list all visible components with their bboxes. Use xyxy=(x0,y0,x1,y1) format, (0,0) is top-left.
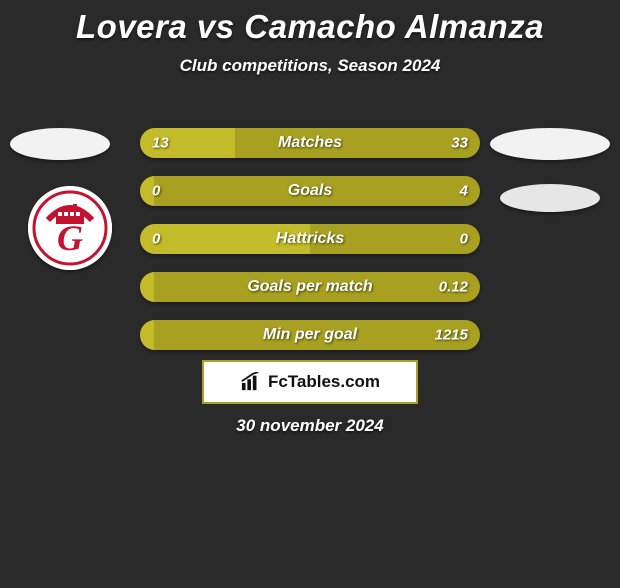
stat-value-left: 13 xyxy=(152,135,169,152)
page-title: Lovera vs Camacho Almanza xyxy=(0,8,620,46)
stat-value-left: 0 xyxy=(152,183,160,200)
date-text: 30 november 2024 xyxy=(236,416,383,436)
stat-value-right: 0 xyxy=(460,231,468,248)
right-player-ellipse-2 xyxy=(500,184,600,212)
subtitle: Club competitions, Season 2024 xyxy=(0,56,620,76)
club-crest-icon: G xyxy=(28,186,112,270)
stat-bar: Min per goal 1215 xyxy=(140,320,480,350)
stat-value-left: 0 xyxy=(152,231,160,248)
stat-bar: Goals per match 0.12 xyxy=(140,272,480,302)
svg-text:G: G xyxy=(57,218,83,258)
stat-value-right: 1215 xyxy=(435,327,468,344)
stat-value-right: 33 xyxy=(451,135,468,152)
stat-bar: 0 Goals 4 xyxy=(140,176,480,206)
right-player-ellipse-1 xyxy=(490,128,610,160)
stats-panel: 13 Matches 33 0 Goals 4 0 Hattricks 0 Goals per m… xyxy=(140,128,480,350)
stat-bar: 13 Matches 33 xyxy=(140,128,480,158)
stat-fill-left xyxy=(140,320,154,350)
stat-fill-left xyxy=(140,272,154,302)
bar-chart-icon xyxy=(240,372,262,392)
left-club-badge: G xyxy=(28,186,112,270)
left-player-ellipse xyxy=(10,128,110,160)
stat-label: Goals per match xyxy=(247,278,372,296)
stat-label: Hattricks xyxy=(276,230,344,248)
stat-value-right: 0.12 xyxy=(439,279,468,296)
stat-label: Goals xyxy=(288,182,332,200)
attribution-text: FcTables.com xyxy=(268,372,380,392)
stat-bar: 0 Hattricks 0 xyxy=(140,224,480,254)
stat-label: Matches xyxy=(278,134,342,152)
stat-label: Min per goal xyxy=(263,326,357,344)
attribution-box: FcTables.com xyxy=(202,360,418,404)
stat-value-right: 4 xyxy=(460,183,468,200)
